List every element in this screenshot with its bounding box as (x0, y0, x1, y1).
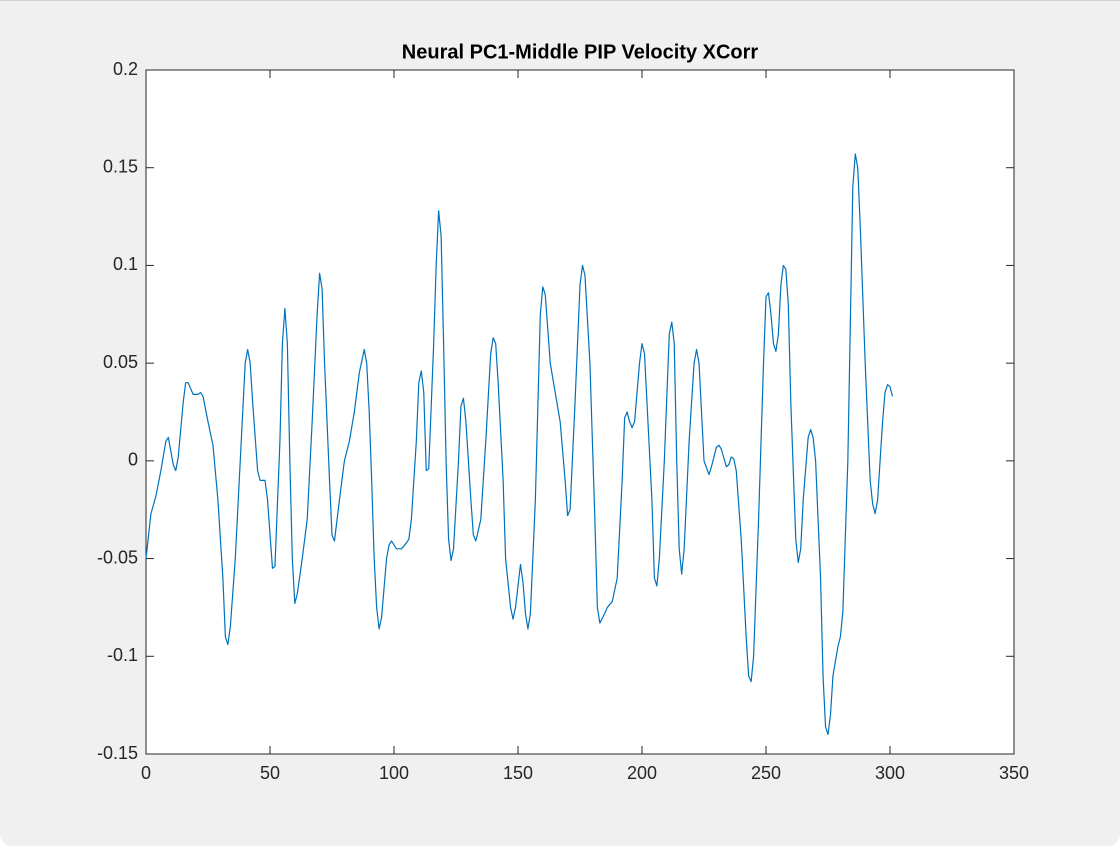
y-tick-label: -0.1 (107, 645, 138, 665)
plot-area (145, 69, 1015, 755)
y-tick-label: 0.05 (103, 352, 138, 372)
y-tick-label: 0.15 (103, 156, 138, 176)
y-tick-label: -0.15 (97, 743, 138, 763)
x-tick-label: 200 (627, 763, 657, 783)
y-tick-label: 0.1 (113, 254, 138, 274)
y-tick-label: -0.05 (97, 547, 138, 567)
y-tick-label: 0.2 (113, 59, 138, 79)
x-tick-label: 350 (999, 763, 1029, 783)
x-tick-label: 250 (751, 763, 781, 783)
x-tick-label: 150 (503, 763, 533, 783)
x-tick-label: 0 (141, 763, 151, 783)
x-tick-label: 50 (260, 763, 280, 783)
chart-title: Neural PC1-Middle PIP Velocity XCorr (402, 41, 759, 63)
data-line (145, 153, 894, 736)
y-tick-label: 0 (128, 450, 138, 470)
x-tick-label: 300 (875, 763, 905, 783)
x-tick-label: 100 (379, 763, 409, 783)
